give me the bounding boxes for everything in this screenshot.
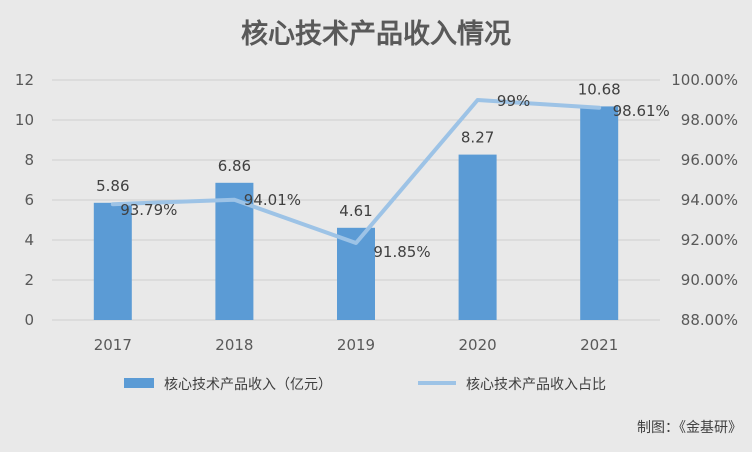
x-axis-ticks: 2017 2018 2019 2020 2021 (94, 336, 619, 354)
right-tick-label: 100.00% (671, 71, 738, 89)
left-tick-label: 2 (24, 271, 34, 289)
line-point (232, 198, 236, 202)
left-tick-label: 6 (24, 191, 34, 209)
bar-data-label: 8.27 (461, 129, 494, 147)
bar-data-label: 10.68 (578, 80, 621, 98)
right-tick-label: 90.00% (681, 271, 738, 289)
line-path (110, 98, 602, 245)
left-tick-label: 8 (24, 151, 34, 169)
line-point (597, 106, 601, 110)
right-axis-ticks: 88.00% 90.00% 92.00% 94.00% 96.00% 98.00% 100.… (671, 71, 738, 329)
left-tick-label: 10 (15, 111, 34, 129)
line-data-label: 94.01% (244, 191, 301, 209)
x-tick-label: 2017 (94, 336, 132, 354)
legend: 核心技术产品收入（亿元） 核心技术产品收入占比 (124, 377, 606, 393)
left-tick-label: 4 (24, 231, 34, 249)
bar-data-label: 5.86 (96, 177, 129, 195)
right-tick-label: 94.00% (681, 191, 738, 209)
bar-data-label: 4.61 (339, 202, 372, 220)
bar (580, 106, 619, 321)
line-data-label: 99% (497, 92, 530, 110)
x-tick-label: 2020 (459, 336, 497, 354)
right-tick-label: 92.00% (681, 231, 738, 249)
legend-label-bar: 核心技术产品收入（亿元） (164, 377, 332, 393)
left-tick-label: 0 (24, 311, 34, 329)
line-data-labels: 93.79% 94.01% 91.85% 99% 98.61% (120, 92, 670, 261)
line-data-label: 98.61% (613, 102, 670, 120)
line-data-label: 91.85% (373, 243, 430, 261)
left-axis-ticks: 0 2 4 6 8 10 12 (15, 71, 34, 329)
legend-swatch-bar (124, 378, 154, 388)
bar-series (93, 106, 619, 321)
line-point (476, 98, 480, 102)
bar (458, 154, 497, 320)
right-tick-label: 98.00% (681, 111, 738, 129)
line-point (354, 241, 358, 245)
x-tick-label: 2019 (337, 336, 375, 354)
bar-data-labels: 5.86 6.86 4.61 8.27 10.68 (96, 80, 621, 219)
right-tick-label: 96.00% (681, 151, 738, 169)
line-data-label: 93.79% (120, 201, 177, 219)
bar (93, 202, 132, 320)
x-tick-label: 2021 (580, 336, 618, 354)
left-tick-label: 12 (15, 71, 34, 89)
chart-credit: 制图：《金基研》 (637, 419, 742, 436)
right-tick-label: 88.00% (681, 311, 738, 329)
line-series (110, 98, 602, 245)
chart-title: 核心技术产品收入情况 (241, 18, 511, 50)
x-tick-label: 2018 (215, 336, 253, 354)
bar-data-label: 6.86 (218, 157, 251, 175)
line-point (111, 202, 115, 206)
legend-label-line: 核心技术产品收入占比 (466, 377, 606, 393)
